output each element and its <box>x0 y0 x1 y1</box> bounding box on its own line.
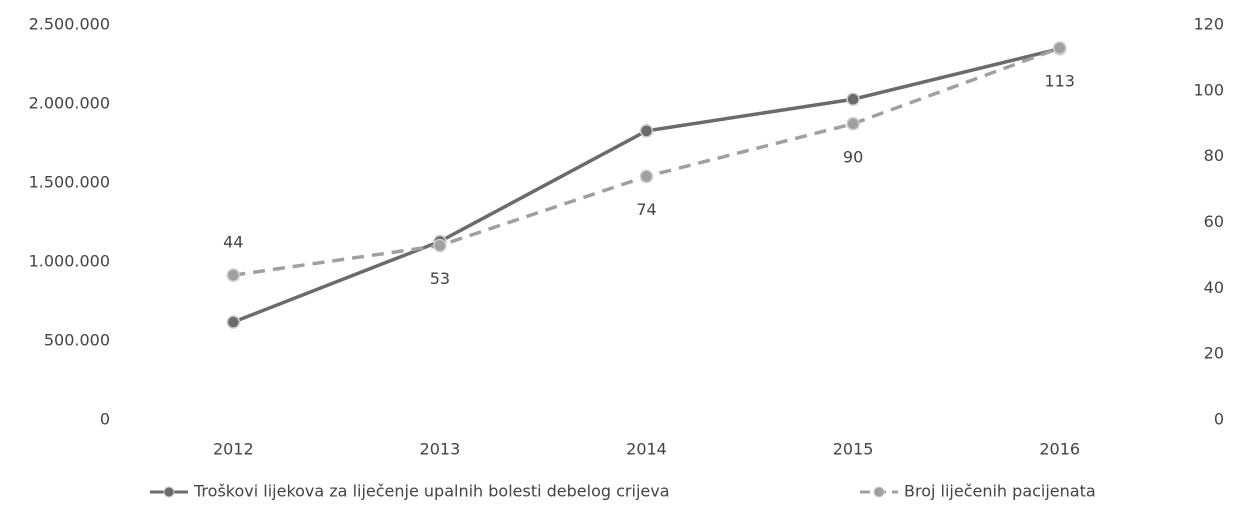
y2-tick-label: 100 <box>1193 80 1224 99</box>
y-tick-label: 2.500.000 <box>29 15 110 34</box>
marker <box>226 315 241 329</box>
data-label: 90 <box>843 147 863 166</box>
y-tick-label: 2.000.000 <box>29 94 110 113</box>
x-tick-label: 2013 <box>420 440 461 459</box>
y-tick-label: 1.000.000 <box>29 252 110 271</box>
y-tick-label: 1.500.000 <box>29 173 110 192</box>
y2-tick-label: 60 <box>1204 212 1224 231</box>
y2-tick-label: 80 <box>1204 146 1224 165</box>
y-tick-label: 500.000 <box>44 331 110 350</box>
legend-marker <box>873 486 885 498</box>
data-label: 113 <box>1044 72 1075 91</box>
marker <box>433 238 447 253</box>
marker <box>846 92 860 107</box>
y2-tick-label: 40 <box>1204 278 1224 297</box>
series-line <box>232 47 1061 324</box>
y2-tick-label: 0 <box>1214 410 1224 429</box>
marker <box>846 117 860 131</box>
series-line <box>233 46 1061 277</box>
data-label: 44 <box>223 233 243 252</box>
marker <box>639 169 654 184</box>
y-tick-label: 0 <box>100 410 110 429</box>
marker <box>226 268 241 282</box>
data-label: 74 <box>636 200 656 219</box>
marker <box>1052 41 1067 55</box>
y2-tick-label: 20 <box>1204 344 1224 363</box>
legend-label: Troškovi lijekova za liječenje upalnih b… <box>193 482 670 501</box>
x-tick-label: 2016 <box>1039 440 1080 459</box>
data-label: 53 <box>430 269 450 288</box>
y2-tick-label: 120 <box>1193 15 1224 34</box>
legend-marker <box>163 486 175 498</box>
x-tick-label: 2012 <box>213 440 254 459</box>
marker <box>639 124 654 138</box>
x-tick-label: 2015 <box>833 440 874 459</box>
x-tick-label: 2014 <box>626 440 667 459</box>
legend-label: Broj liječenih pacijenata <box>904 482 1096 501</box>
